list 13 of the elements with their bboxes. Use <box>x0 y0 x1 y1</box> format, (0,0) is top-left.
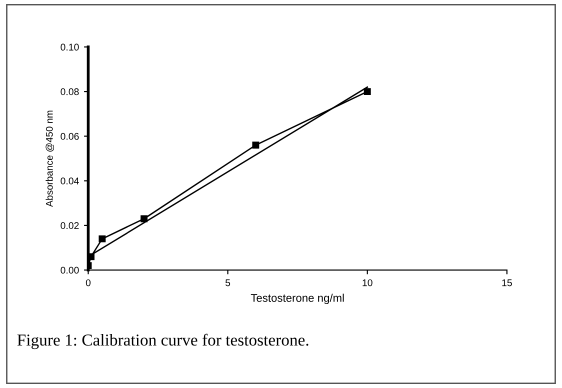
x-tick-label: 15 <box>502 279 512 286</box>
y-tick-label: 0.00 <box>60 266 79 274</box>
caption: Figure 1: Calibration curve for testosterone. <box>17 334 308 350</box>
x-axis-title: Testosterone ng/ml <box>250 294 344 304</box>
y-tick-label: 0.06 <box>60 132 79 140</box>
x-tick-label: 10 <box>362 279 372 286</box>
y-tick-label: 0.10 <box>60 44 79 51</box>
y-tick-label: 0.02 <box>60 222 79 230</box>
x-tick-label: 5 <box>225 279 230 286</box>
x-tick-label: 0 <box>86 279 91 286</box>
y-tick-label: 0.08 <box>60 88 79 96</box>
y-axis-title: Absorbance @450 nm <box>46 110 54 207</box>
y-tick-label: 0.04 <box>60 178 79 184</box>
